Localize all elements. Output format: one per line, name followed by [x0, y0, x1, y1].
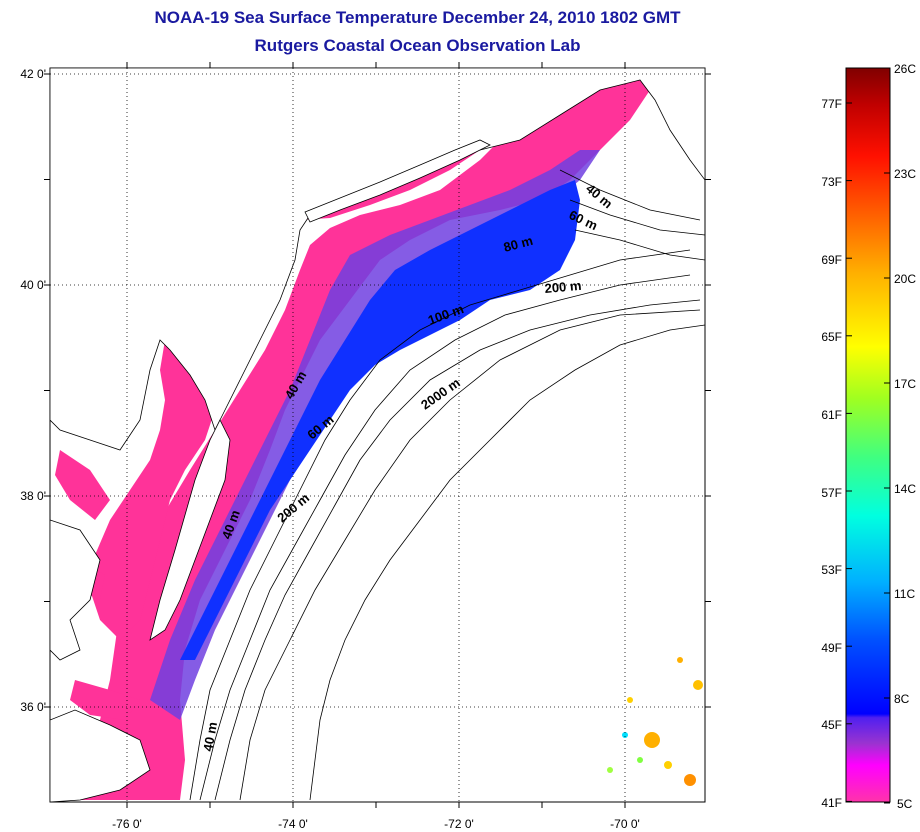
lon-labels: -76 0' -74 0' -72 0' -70 0': [112, 817, 640, 831]
contour-label: 80 m: [502, 233, 535, 255]
axis-ticks: [44, 62, 711, 808]
fahrenheit-label: 53F: [821, 563, 842, 577]
colorbar-ticks: [846, 67, 890, 804]
contour-label: 40 m: [200, 721, 220, 753]
lon-label: -76 0': [112, 817, 142, 831]
celsius-label: 17C: [894, 377, 916, 391]
new-england-land: [50, 68, 705, 451]
celsius-label: 20C: [894, 272, 916, 286]
lat-label: 38 0': [20, 489, 46, 503]
fahrenheit-label: 41F: [821, 796, 842, 810]
celsius-label: 14C: [894, 482, 916, 496]
long-island-land: [304, 139, 491, 223]
chesapeake-bay: [90, 340, 215, 640]
lat-label: 36 0': [20, 700, 46, 714]
lat-labels: 42 0' 40 0' 38 0' 36 0': [20, 67, 46, 714]
celsius-label: 26C: [894, 62, 916, 76]
lon-label: -74 0': [278, 817, 308, 831]
fahrenheit-label: 49F: [821, 641, 842, 655]
celsius-label: 5C: [897, 797, 913, 811]
map-content: [50, 68, 705, 802]
contour-label: 200 m: [544, 278, 582, 296]
map-subtitle: Rutgers Coastal Ocean Observation Lab: [254, 36, 581, 55]
bay-inlets: [55, 450, 140, 720]
colorbar: [845, 67, 891, 803]
lon-label: -70 0': [610, 817, 640, 831]
map-title: NOAA-19 Sea Surface Temperature December…: [154, 8, 681, 27]
fahrenheit-label: 65F: [821, 330, 842, 344]
lon-label: -72 0': [444, 817, 474, 831]
virginia-land: [50, 519, 151, 802]
delmarva-land: [149, 419, 231, 641]
celsius-label: 8C: [894, 692, 910, 706]
colorbar-celsius-labels: 26C 23C 20C 17C 14C 11C 8C 5C: [894, 62, 916, 811]
coastal-cold-water: [80, 70, 660, 800]
fahrenheit-label: 69F: [821, 253, 842, 267]
celsius-label: 11C: [894, 587, 915, 601]
outer-shelf-water: [180, 180, 580, 660]
fahrenheit-label: 73F: [821, 175, 842, 189]
fahrenheit-label: 77F: [821, 97, 842, 111]
celsius-label: 23C: [894, 167, 916, 181]
depth-contours: [189, 169, 705, 801]
colorbar-fahrenheit-labels: 77F 73F 69F 65F 61F 57F 53F 49F 45F 41F: [821, 97, 842, 810]
fahrenheit-label: 61F: [821, 408, 842, 422]
fahrenheit-label: 57F: [821, 486, 842, 500]
fahrenheit-label: 45F: [821, 718, 842, 732]
warm-water-patches: [607, 657, 703, 786]
lat-label: 42 0': [20, 67, 46, 81]
mid-shelf-water: [150, 150, 600, 720]
lat-label: 40 0': [20, 278, 46, 292]
